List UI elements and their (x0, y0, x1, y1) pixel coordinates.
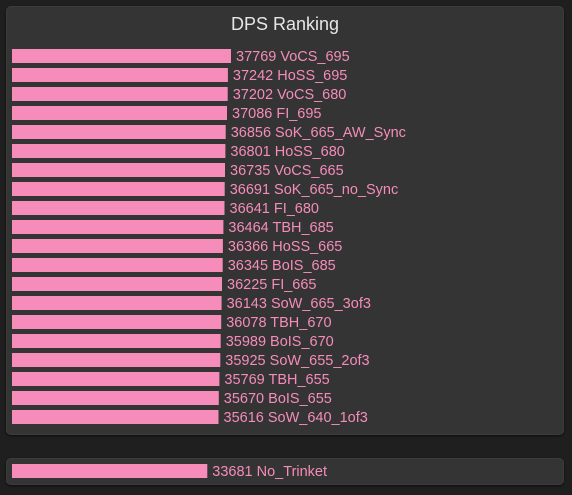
bar-SoW_640_1of3 (12, 410, 219, 424)
bar-TBH_685 (12, 220, 224, 234)
bar-BoIS_670 (12, 334, 221, 348)
bar-label-TBH_655: 35769 TBH_655 (224, 372, 329, 388)
bar-label-FI_695: 37086 FI_695 (232, 106, 322, 122)
bar-VoCS_665 (12, 163, 225, 177)
bar-label-No_Trinket: 33681 No_Trinket (212, 464, 327, 480)
bar-HoSS_680 (12, 144, 226, 158)
bar-HoSS_695 (12, 68, 228, 82)
bar-label-BoIS_655: 35670 BoIS_655 (224, 391, 332, 407)
bar-SoK_665_AW_Sync (12, 125, 226, 139)
bar-label-SoK_665_AW_Sync: 36856 SoK_665_AW_Sync (231, 125, 406, 141)
bar-label-BoIS_685: 36345 BoIS_685 (228, 258, 336, 274)
bar-SoK_665_no_Sync (12, 182, 225, 196)
bar-label-SoW_655_2of3: 35925 SoW_655_2of3 (225, 353, 369, 369)
bar-VoCS_680 (12, 87, 228, 101)
bar-BoIS_655 (12, 391, 219, 405)
bar-label-HoSS_695: 37242 HoSS_695 (233, 68, 348, 84)
bar-HoSS_665 (12, 239, 223, 253)
bar-No_Trinket (12, 464, 208, 478)
baseline-panel: 33681 No_Trinket (6, 458, 564, 485)
bar-label-VoCS_695: 37769 VoCS_695 (236, 49, 350, 65)
bar-FI_680 (12, 201, 225, 215)
bar-label-FI_665: 36225 FI_665 (227, 277, 317, 293)
bar-SoW_655_2of3 (12, 353, 221, 367)
bar-FI_665 (12, 277, 222, 291)
bar-label-SoW_665_3of3: 36143 SoW_665_3of3 (227, 296, 371, 312)
dps-bar-chart: 37769 VoCS_695 37242 HoSS_695 37202 VoCS_6… (12, 49, 406, 426)
bar-label-VoCS_680: 37202 VoCS_680 (233, 87, 347, 103)
bar-FI_695 (12, 106, 227, 120)
bar-label-VoCS_665: 36735 VoCS_665 (230, 163, 344, 179)
bar-label-TBH_685: 36464 TBH_685 (228, 220, 333, 236)
bar-label-SoW_640_1of3: 35616 SoW_640_1of3 (224, 410, 368, 426)
bar-BoIS_685 (12, 258, 223, 272)
bar-TBH_670 (12, 315, 222, 329)
bar-label-HoSS_665: 36366 HoSS_665 (228, 239, 343, 255)
bar-label-SoK_665_no_Sync: 36691 SoK_665_no_Sync (230, 182, 399, 198)
bar-label-HoSS_680: 36801 HoSS_680 (230, 144, 345, 160)
bar-label-BoIS_670: 35989 BoIS_670 (226, 334, 334, 350)
bar-TBH_655 (12, 372, 220, 386)
bar-label-TBH_670: 36078 TBH_670 (226, 315, 331, 331)
bar-SoW_665_3of3 (12, 296, 222, 310)
bar-VoCS_695 (12, 49, 231, 63)
baseline-bar-chart: 33681 No_Trinket (12, 464, 327, 480)
bar-label-FI_680: 36641 FI_680 (230, 201, 320, 217)
ranking-panel: DPS Ranking 37769 VoCS_695 37242 HoSS_695… (6, 6, 564, 435)
chart-title: DPS Ranking (230, 14, 340, 34)
